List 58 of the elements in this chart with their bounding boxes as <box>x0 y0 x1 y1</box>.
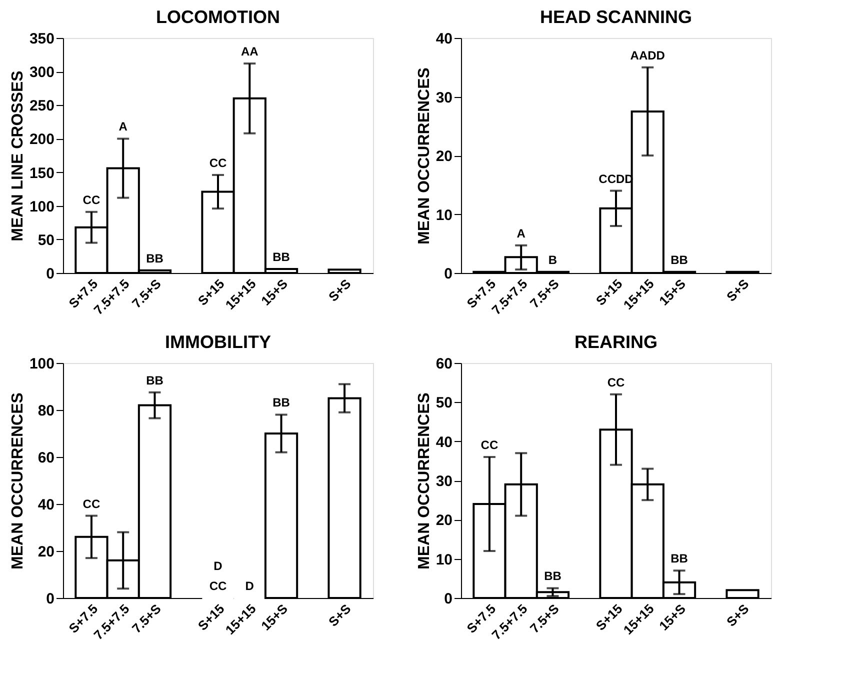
annotation: A <box>516 226 526 240</box>
annotation: AADD <box>630 48 666 62</box>
y-tick-label: 40 <box>436 30 452 48</box>
annotation: BB <box>670 552 688 566</box>
y-axis-title: MEAN OCCURRENCES <box>416 392 433 570</box>
annotation: CC <box>209 156 227 170</box>
x-tick-label: S+S <box>723 276 752 304</box>
y-axis-title: MEAN OCCURRENCES <box>9 392 26 570</box>
chart-title: IMMOBILITY <box>165 332 271 352</box>
annotation: D <box>245 579 254 593</box>
y-tick-label: 50 <box>436 394 452 412</box>
y-tick-label: 40 <box>38 496 54 514</box>
y-tick-label: 350 <box>29 30 54 48</box>
y-tick-label: 300 <box>29 64 54 82</box>
annotation: CC <box>209 579 227 593</box>
annotation: D <box>214 559 223 573</box>
x-tick-label: S+S <box>325 276 354 304</box>
y-tick-label: 80 <box>38 402 54 420</box>
y-tick-label: 100 <box>29 356 54 372</box>
y-axis-title: MEAN LINE CROSSES <box>9 70 26 242</box>
y-tick-label: 50 <box>38 232 54 249</box>
annotation: B <box>548 252 558 267</box>
y-tick-label: 30 <box>436 89 452 106</box>
y-tick-label: 0 <box>444 590 452 608</box>
y-tick-label: 60 <box>436 356 452 372</box>
annotation: AA <box>240 44 259 59</box>
annotation: BB <box>146 373 164 388</box>
chart-title: REARING <box>574 332 658 352</box>
chart-title: LOCOMOTION <box>156 7 280 27</box>
x-tick-label: S+S <box>723 600 752 630</box>
y-tick-label: 20 <box>436 512 452 530</box>
annotation: BB <box>272 250 290 264</box>
y-tick-label: 30 <box>436 473 452 490</box>
y-tick-label: 10 <box>436 206 452 224</box>
y-tick-label: 150 <box>29 164 54 182</box>
y-tick-label: 40 <box>436 434 452 451</box>
annotation: CC <box>607 375 625 390</box>
y-tick-label: 250 <box>29 98 54 115</box>
x-tick-label: S+S <box>325 600 354 630</box>
y-axis-title: MEAN OCCURRENCES <box>416 67 433 244</box>
annotation: CC <box>82 496 100 511</box>
y-tick-label: 0 <box>46 590 54 608</box>
y-tick-label: 20 <box>436 148 452 165</box>
annotation: BB <box>670 252 688 267</box>
y-tick-label: 10 <box>436 551 452 568</box>
annotation: CC <box>82 192 100 207</box>
y-tick-label: 100 <box>29 198 54 216</box>
y-tick-label: 60 <box>38 450 54 466</box>
annotation: A <box>118 120 128 134</box>
y-tick-label: 0 <box>444 266 452 282</box>
annotation: BB <box>544 569 562 584</box>
y-tick-label: 20 <box>38 544 54 560</box>
annotation: BB <box>272 396 290 410</box>
annotation: BB <box>146 251 164 266</box>
y-tick-label: 0 <box>46 266 54 282</box>
chart-title: HEAD SCANNING <box>540 7 692 27</box>
y-tick-label: 200 <box>29 131 54 148</box>
annotation: CC <box>480 438 498 452</box>
